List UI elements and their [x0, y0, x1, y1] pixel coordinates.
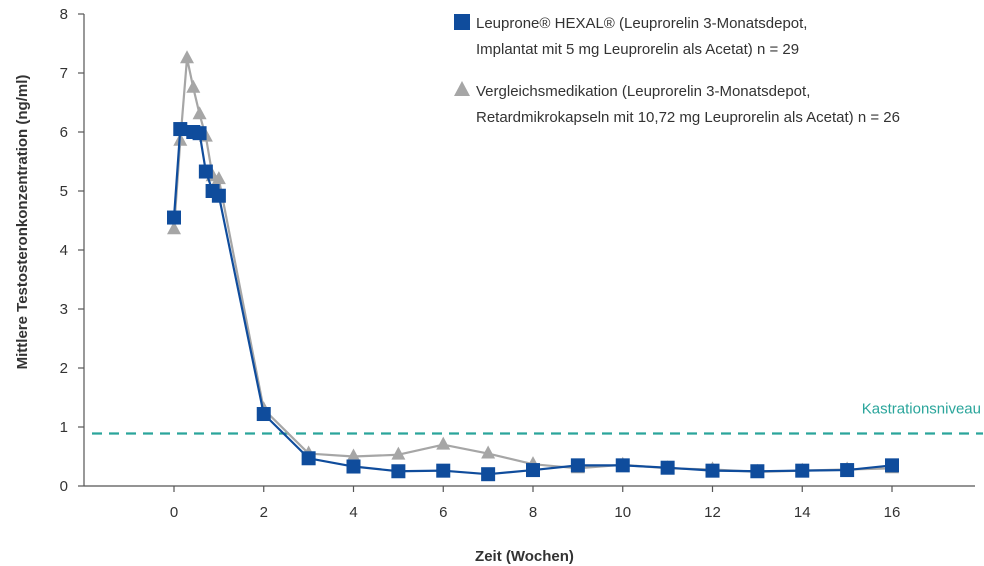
threshold-line-group: Kastrationsniveau — [92, 401, 983, 435]
legend-label: Vergleichsmedikation (Leuprorelin 3-Mona… — [476, 83, 810, 100]
data-point-square — [795, 463, 810, 478]
x-tick-label: 10 — [614, 504, 631, 521]
x-tick-label: 16 — [884, 504, 901, 521]
data-point-triangle — [436, 436, 451, 450]
data-point-square — [885, 458, 899, 473]
y-tick-label: 5 — [60, 183, 68, 200]
y-tick-label: 7 — [60, 65, 68, 82]
x-tick-label: 2 — [260, 504, 268, 521]
legend-label: Retardmikrokapseln mit 10,72 mg Leuprore… — [476, 109, 900, 126]
y-tick-label: 3 — [60, 301, 68, 318]
data-point-square — [705, 463, 720, 478]
data-point-triangle — [186, 79, 201, 93]
data-point-square — [211, 188, 226, 203]
y-axis-title: Mittlere Testosteronkonzentration (ng/ml… — [14, 75, 31, 370]
data-point-square — [615, 458, 630, 473]
data-point-square — [198, 164, 213, 179]
y-tick-label: 2 — [60, 360, 68, 377]
data-point-square — [391, 464, 406, 479]
legend-label: Implantat mit 5 mg Leuprorelin als Aceta… — [476, 41, 799, 58]
series-group — [167, 50, 899, 482]
data-point-square — [167, 210, 181, 225]
data-point-triangle — [167, 221, 181, 235]
data-point-triangle — [211, 171, 226, 185]
x-tick-label: 4 — [349, 504, 357, 521]
data-point-square — [346, 459, 361, 474]
y-axis-ticks: 0 1 2 3 4 5 6 7 8 — [60, 6, 84, 495]
data-point-square — [526, 463, 540, 478]
legend-label: Leuprone® HEXAL® (Leuprorelin 3-Monatsde… — [476, 15, 807, 32]
legend-square-marker — [454, 14, 470, 30]
x-tick-label: 14 — [794, 504, 811, 521]
data-point-square — [481, 467, 496, 482]
data-point-square — [173, 122, 188, 137]
y-tick-label: 4 — [60, 242, 68, 259]
data-point-square — [570, 458, 585, 473]
y-tick-label: 0 — [60, 478, 68, 495]
x-axis-title: Zeit (Wochen) — [475, 548, 574, 565]
x-tick-label: 0 — [170, 504, 178, 521]
data-point-triangle — [391, 446, 406, 460]
series-line — [172, 127, 893, 476]
data-point-square — [256, 407, 271, 422]
threshold-label: Kastrationsniveau — [862, 401, 981, 418]
y-tick-label: 8 — [60, 6, 68, 23]
data-point-square — [436, 463, 451, 478]
data-point-square — [192, 126, 207, 141]
data-point-square — [750, 464, 765, 479]
x-axis-ticks: 0 2 4 6 8 10 12 14 16 — [170, 486, 901, 521]
x-tick-label: 6 — [439, 504, 447, 521]
data-point-square — [840, 463, 855, 478]
data-point-square — [660, 460, 675, 475]
y-tick-label: 1 — [60, 419, 68, 436]
data-point-triangle — [481, 445, 496, 459]
data-point-triangle — [192, 106, 207, 120]
data-point-triangle — [346, 448, 361, 462]
legend-triangle-marker — [454, 81, 470, 96]
data-point-triangle — [180, 50, 195, 64]
x-tick-label: 12 — [704, 504, 721, 521]
legend: Leuprone® HEXAL® (Leuprorelin 3-Monatsde… — [454, 14, 900, 126]
x-tick-label: 8 — [529, 504, 537, 521]
data-point-square — [301, 451, 316, 466]
y-tick-label: 6 — [60, 124, 68, 141]
